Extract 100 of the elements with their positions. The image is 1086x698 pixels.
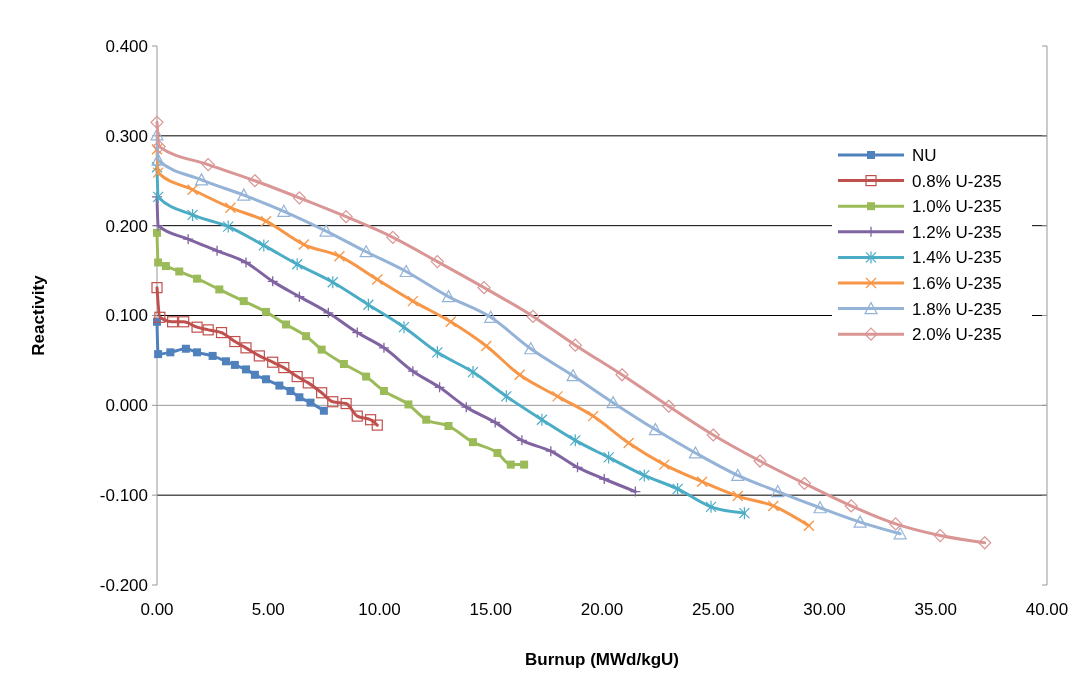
point (319, 406, 328, 415)
point (568, 338, 582, 352)
point (248, 174, 262, 188)
point (302, 332, 311, 341)
point (187, 208, 199, 222)
point (407, 295, 419, 307)
point (445, 316, 457, 328)
point (293, 290, 306, 303)
point (262, 307, 271, 316)
point (696, 476, 708, 488)
point (229, 335, 241, 348)
point (399, 264, 413, 278)
point (215, 326, 228, 339)
point (731, 468, 745, 481)
point (545, 445, 557, 457)
point (379, 386, 388, 395)
legend-label: NU (912, 145, 937, 165)
y-tick-label: 0.300 (105, 126, 148, 146)
point (468, 438, 477, 447)
point (893, 527, 907, 540)
point (362, 372, 371, 381)
point (351, 410, 363, 422)
point (371, 273, 383, 286)
point (154, 350, 163, 359)
point (208, 351, 217, 360)
point (767, 500, 779, 512)
point (803, 520, 815, 532)
y-tick-label: 0.100 (105, 306, 148, 326)
point (359, 245, 373, 258)
y-tick-label: 0.400 (105, 36, 148, 56)
point (480, 340, 492, 352)
point (302, 377, 314, 389)
point (150, 115, 164, 129)
point (433, 381, 446, 394)
point (298, 238, 310, 251)
point (291, 257, 303, 271)
y-tick-label: -0.200 (99, 575, 148, 595)
point (306, 398, 315, 407)
point (638, 468, 650, 482)
point (221, 357, 230, 366)
point (753, 454, 767, 468)
point (237, 188, 251, 201)
point (317, 345, 326, 354)
point (351, 326, 363, 339)
legend-label: 2.0% U-235 (912, 325, 1002, 345)
point (242, 365, 250, 374)
point (286, 386, 295, 395)
point (569, 433, 581, 447)
point (526, 309, 540, 323)
point (201, 157, 215, 172)
point (365, 414, 377, 426)
point (404, 400, 413, 409)
x-tick-label: 15.00 (469, 600, 513, 619)
point (566, 369, 580, 382)
point (431, 345, 443, 359)
point (524, 342, 538, 355)
point (278, 362, 290, 374)
point (662, 399, 676, 413)
point (603, 450, 615, 465)
point (222, 219, 234, 234)
point (191, 321, 203, 333)
point (688, 446, 703, 459)
point (444, 422, 453, 430)
point (151, 282, 163, 294)
point (282, 320, 291, 329)
point (407, 365, 419, 377)
x-axis-title: Burnup (MWd/kgU) (525, 650, 679, 669)
point (215, 285, 224, 294)
point (797, 476, 812, 491)
point (933, 528, 947, 543)
point (327, 275, 339, 289)
point (262, 375, 271, 384)
point (430, 255, 444, 269)
legend-label: 1.4% U-235 (912, 248, 1002, 268)
point (193, 348, 202, 357)
point (441, 290, 456, 303)
y-tick-label: -0.100 (99, 486, 148, 506)
point (193, 274, 202, 283)
point (240, 342, 252, 354)
point (398, 320, 410, 334)
point (150, 128, 164, 141)
point (658, 458, 670, 471)
legend-label: 1.8% U-235 (912, 299, 1002, 319)
point (327, 396, 339, 408)
point (339, 210, 353, 224)
point (571, 461, 584, 473)
point (623, 437, 635, 449)
point (371, 419, 383, 431)
point (224, 202, 237, 214)
point (615, 368, 629, 382)
x-tick-label: 5.00 (251, 600, 285, 619)
point (258, 238, 270, 253)
point (277, 204, 291, 217)
point (598, 473, 610, 485)
point (500, 389, 512, 403)
point (161, 262, 170, 271)
point (339, 360, 348, 369)
point (267, 275, 279, 288)
point (152, 167, 164, 179)
point (175, 267, 184, 276)
